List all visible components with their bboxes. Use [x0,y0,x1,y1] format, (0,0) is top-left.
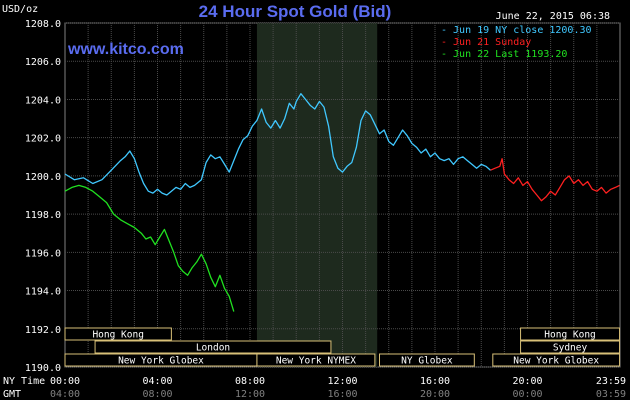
series-line-1 [64,93,491,196]
price-series [64,93,620,312]
y-tick-label: 1192.0 [25,325,61,336]
gmt-label: GMT [3,389,21,400]
session-label: New York NYMEX [276,356,356,367]
x-tick-label-ny: 23:59 [596,376,626,387]
x-tick-label-gmt: 16:00 [327,389,357,400]
legend-entry-3: - Jun 22 Last 1193.20 [441,49,567,60]
x-tick-label-gmt: 03:59 [596,389,626,400]
series-line-3 [64,184,235,312]
session-label: Hong Kong [92,330,143,341]
session-bar [520,340,621,354]
market-sessions: Hong Kong Hong Kong Sydney London New York G… [64,327,621,367]
x-tick-label-ny: 04:00 [142,376,172,387]
x-tick-label-ny: 20:00 [512,376,542,387]
session-bar [379,353,475,367]
chart-title: 24 Hour Spot Gold (Bid) [199,2,392,21]
y-tick-label: 1206.0 [25,57,61,68]
session-bar [492,353,621,367]
chart-timestamp: June 22, 2015 06:38 [496,11,610,22]
y-tick-label: 1190.0 [25,363,61,374]
y-axis: 1190.0 1192.0 1194.0 1196.0 1198.0 1200.0 1202… [25,19,61,374]
y-tick-label: 1196.0 [25,248,61,259]
session-bar [94,340,332,354]
y-tick-label: 1194.0 [25,287,61,298]
session-label: NY Globex [401,356,453,367]
y-tick-label: 1202.0 [25,134,61,145]
y-tick-label: 1198.0 [25,210,61,221]
ny-time-label: NY Time [3,376,45,387]
x-tick-label-gmt: 12:00 [235,389,265,400]
x-tick-label-ny: 00:00 [50,376,80,387]
legend: - Jun 19 NY close 1200.30- Jun 21 Sunday… [441,25,592,60]
x-tick-label-gmt: 08:00 [142,389,172,400]
y-tick-label: 1200.0 [25,172,61,183]
legend-entry-1: - Jun 19 NY close 1200.30 [441,25,592,36]
session-bar [64,327,172,341]
legend-entry-2: - Jun 21 Sunday [441,37,531,48]
x-tick-label-ny: 12:00 [327,376,357,387]
session-label: Hong Kong [544,330,595,341]
session-label: New York Globex [118,356,204,367]
x-tick-label-gmt: 00:00 [512,389,542,400]
session-bar [520,327,621,341]
session-label: Sydney [553,343,588,354]
kitco-url: www.kitco.com [67,41,184,58]
x-tick-label-gmt: 04:00 [50,389,80,400]
session-bar [256,353,376,367]
series-line-2 [490,158,620,202]
y-tick-label: 1204.0 [25,95,61,106]
nymex-session-band [256,23,378,367]
session-label: New York Globex [513,356,599,367]
y-axis-unit-label: USD/oz [2,4,38,15]
session-label: London [196,343,230,354]
x-axis: 00:00 04:00 04:00 08:00 08:00 12:00 12:00 16:00… [50,376,626,400]
y-tick-label: 1208.0 [25,19,61,30]
x-tick-label-ny: 08:00 [235,376,265,387]
x-tick-label-gmt: 20:00 [420,389,450,400]
x-tick-label-ny: 16:00 [420,376,450,387]
